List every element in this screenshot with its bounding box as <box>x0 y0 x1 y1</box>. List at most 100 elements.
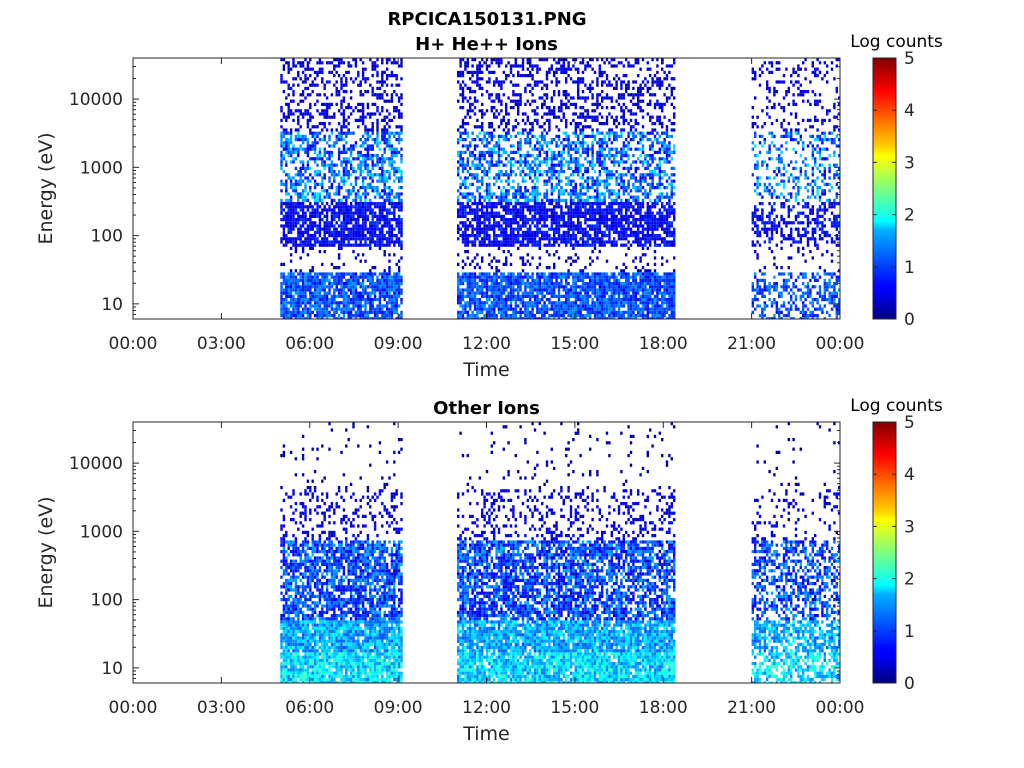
spectrogram-cell <box>574 243 577 247</box>
spectrogram-cell <box>586 218 589 222</box>
spectrogram-cell <box>345 304 348 308</box>
spectrogram-cell <box>553 307 556 311</box>
spectrogram-cell <box>371 128 374 132</box>
spectrogram-cell <box>313 282 317 286</box>
spectrogram-cell <box>476 186 479 190</box>
spectrogram-cell <box>526 118 529 122</box>
spectrogram-cell <box>378 157 382 161</box>
spectrogram-cell <box>301 282 305 286</box>
spectrogram-cell <box>328 195 331 199</box>
spectrogram-cell <box>335 134 338 138</box>
spectrogram-cell <box>366 134 370 138</box>
spectrogram-cell <box>349 227 353 231</box>
spectrogram-cell <box>507 211 510 215</box>
spectrogram-cell <box>385 221 389 225</box>
spectrogram-cell <box>349 288 353 292</box>
spectrogram-cell <box>461 266 465 270</box>
spectrogram-cell <box>349 234 353 238</box>
spectrogram-cell <box>466 202 469 206</box>
spectrogram-cell <box>393 240 396 244</box>
spectrogram-cell <box>466 186 469 190</box>
spectrogram-cell <box>495 80 498 84</box>
spectrogram-cell <box>507 61 510 65</box>
spectrogram-cell <box>593 237 597 241</box>
spectrogram-cell <box>385 128 389 132</box>
spectrogram-cell <box>495 115 498 119</box>
spectrogram-cell <box>565 122 568 126</box>
spectrogram-cell <box>507 218 510 222</box>
spectrogram-cell <box>529 90 532 94</box>
spectrogram-cell <box>584 243 587 247</box>
spectrogram-cell <box>366 192 370 196</box>
spectrogram-cell <box>596 102 599 106</box>
spectrogram-cell <box>517 288 520 292</box>
spectrogram-cell <box>369 221 372 225</box>
spectrogram-cell <box>366 218 370 222</box>
spectrogram-cell <box>543 230 546 234</box>
spectrogram-cell <box>301 134 305 138</box>
spectrogram-cell <box>397 291 401 295</box>
spectrogram-cell <box>289 67 293 71</box>
spectrogram-cell <box>476 230 479 234</box>
spectrogram-cell <box>388 160 391 164</box>
spectrogram-cell <box>330 163 334 167</box>
spectrogram-cell <box>476 237 479 241</box>
spectrogram-cell <box>545 211 549 215</box>
spectrogram-cell <box>565 202 568 206</box>
spectrogram-cell <box>385 138 389 142</box>
spectrogram-cell <box>512 157 515 161</box>
spectrogram-cell <box>345 218 348 222</box>
spectrogram-cell <box>376 285 379 289</box>
spectrogram-cell <box>359 234 362 238</box>
spectrogram-cell <box>457 278 460 282</box>
spectrogram-cell <box>543 179 546 183</box>
spectrogram-cell <box>581 282 585 286</box>
spectrogram-cell <box>524 304 527 308</box>
spectrogram-cell <box>318 112 322 116</box>
spectrogram-cell <box>397 198 401 202</box>
spectrogram-cell <box>285 118 288 122</box>
spectrogram-cell <box>397 176 401 180</box>
spectrogram-cell <box>364 198 367 202</box>
spectrogram-cell <box>311 90 314 94</box>
spectrogram-cell <box>584 211 587 215</box>
spectrogram-cell <box>550 154 553 158</box>
spectrogram-cell <box>579 317 582 319</box>
spectrogram-cell <box>586 170 589 174</box>
spectrogram-cell <box>473 298 477 302</box>
spectrogram-cell <box>591 150 594 154</box>
spectrogram-cell <box>483 166 486 170</box>
spectrogram-cell <box>500 160 503 164</box>
spectrogram-cell <box>485 243 489 247</box>
spectrogram-cell <box>584 83 587 87</box>
spectrogram-cell <box>342 285 346 289</box>
spectrogram-cell <box>318 131 322 135</box>
spectrogram-cell <box>505 262 508 266</box>
spectrogram-cell <box>509 150 513 154</box>
spectrogram-cell <box>562 157 565 161</box>
spectrogram-cell <box>541 96 544 100</box>
spectrogram-cell <box>507 282 510 286</box>
spectrogram-cell <box>478 125 481 129</box>
spectrogram-cell <box>574 237 577 241</box>
spectrogram-cell <box>287 147 290 151</box>
spectrogram-cell <box>521 160 525 164</box>
spectrogram-cell <box>519 102 522 106</box>
spectrogram-cell <box>490 307 493 311</box>
spectrogram-cell <box>526 218 529 222</box>
spectrogram-cell <box>381 317 384 319</box>
spectrogram-cell <box>589 83 592 87</box>
spectrogram-cell <box>469 205 472 209</box>
spectrogram-cell <box>574 80 577 84</box>
spectrogram-cell <box>473 138 477 142</box>
spectrogram-cell <box>292 144 295 148</box>
spectrogram-cell <box>517 234 520 238</box>
spectrogram-cell <box>330 93 334 97</box>
spectrogram-cell <box>397 317 401 319</box>
spectrogram-cell <box>493 285 496 289</box>
spectrogram-cell <box>577 202 580 206</box>
spectrogram-cell <box>567 99 570 103</box>
spectrogram-cell <box>553 275 556 279</box>
spectrogram-cell <box>393 61 396 65</box>
spectrogram-cell <box>488 253 491 257</box>
